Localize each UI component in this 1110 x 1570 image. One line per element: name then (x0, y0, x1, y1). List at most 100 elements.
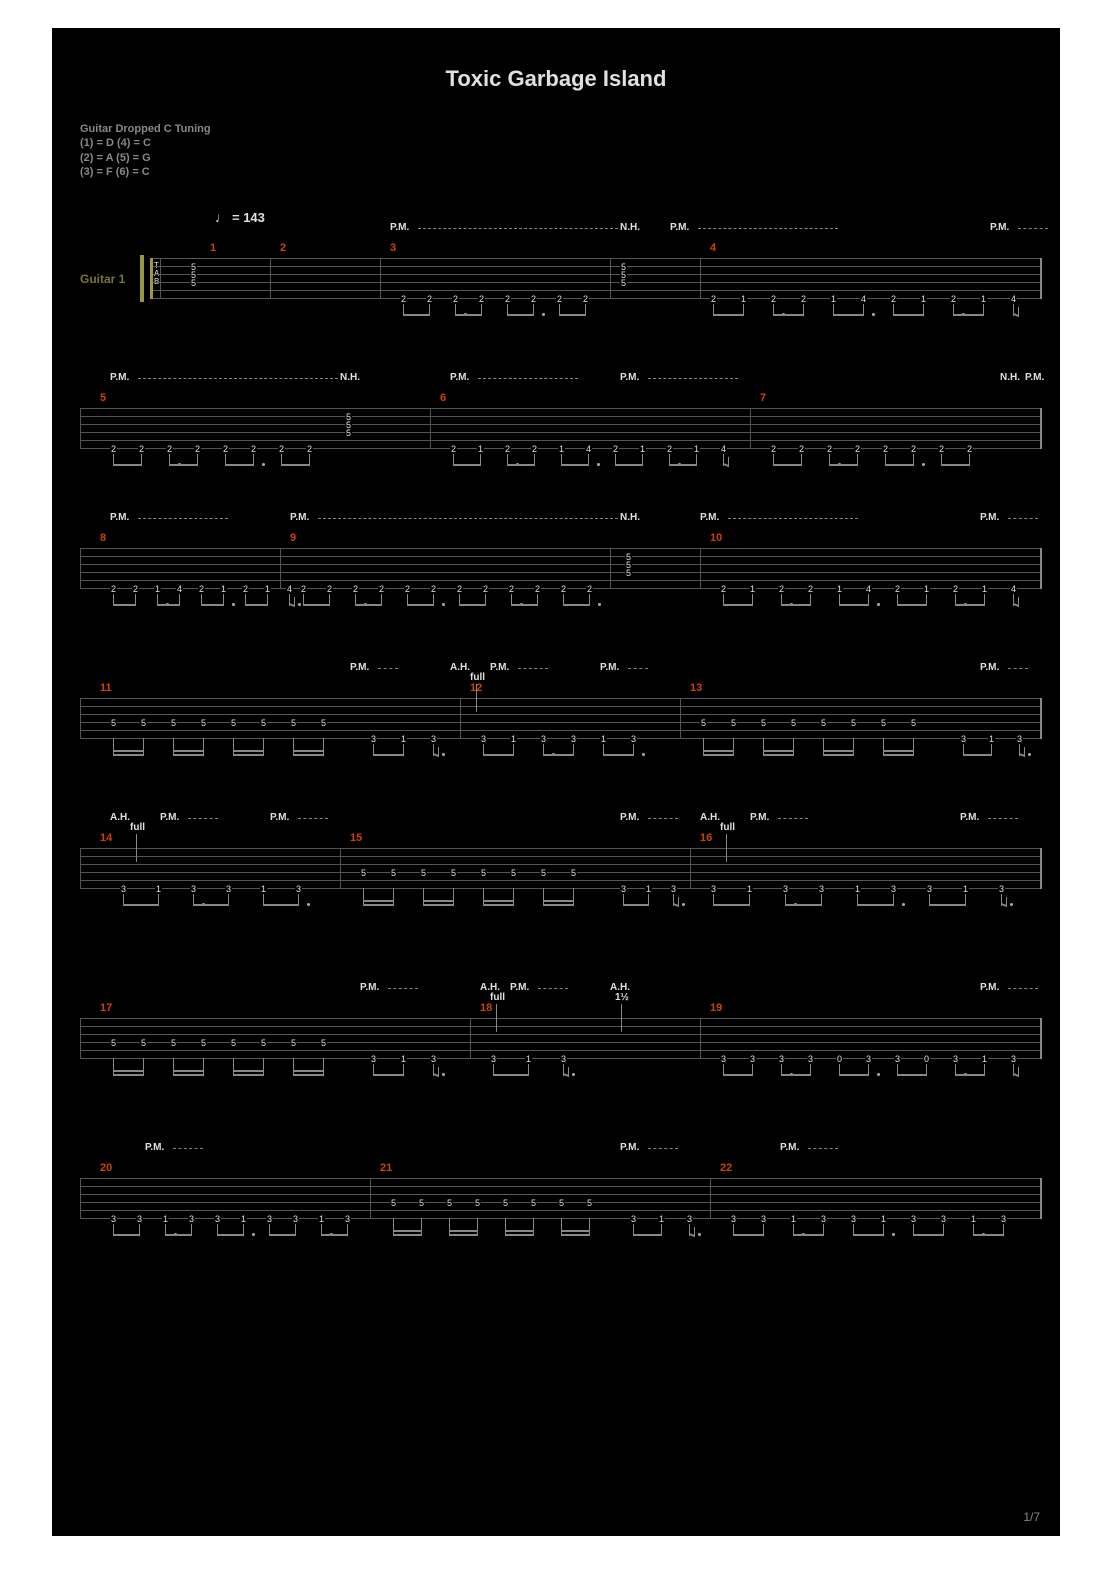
tab-note: 3 (670, 884, 677, 894)
tab-note: 2 (966, 444, 973, 454)
tab-note: 5 (502, 1198, 509, 1208)
bend-marking: full (720, 822, 735, 833)
note-stem (203, 738, 204, 756)
tab-note: 5 (790, 718, 797, 728)
note-flag (433, 1065, 439, 1077)
note-beam (483, 754, 513, 756)
rhythm-dot (642, 753, 645, 756)
note-beam (113, 604, 135, 606)
staff-line (80, 440, 1040, 441)
note-beam (773, 464, 801, 466)
barline (340, 848, 341, 889)
staff-line (80, 1050, 1040, 1051)
note-beam (173, 754, 203, 756)
note-beam (157, 604, 179, 606)
tab-note: 1 (920, 294, 927, 304)
tab-note: 3 (778, 1054, 785, 1064)
note-beam (293, 754, 323, 756)
note-beam (929, 904, 965, 906)
note-beam (505, 1230, 533, 1232)
note-beam (885, 464, 913, 466)
note-stem (263, 738, 264, 756)
tuning-title: Guitar Dropped C Tuning (80, 122, 1060, 136)
measure-number: 7 (760, 392, 766, 404)
tab-note: 1 (981, 584, 988, 594)
staff-line (80, 1194, 1040, 1195)
tab-note: 2 (504, 294, 511, 304)
barline (80, 1018, 81, 1059)
tab-note: 3 (820, 1214, 827, 1224)
technique-dash (388, 988, 418, 989)
note-stem (203, 1058, 204, 1076)
note-stem (793, 738, 794, 756)
tab-note: 2 (952, 584, 959, 594)
technique-dash (378, 668, 398, 669)
tab-note: 3 (214, 1214, 221, 1224)
technique-dash (138, 518, 228, 519)
note-beam (883, 750, 913, 752)
tab-note: 2 (242, 584, 249, 594)
tab-staff: Guitar 1= 143TAB1234P.M.N.H.P.M.P.M.5555… (80, 258, 1040, 300)
tab-note: 2 (770, 294, 777, 304)
note-beam (955, 604, 984, 606)
tab-note: 2 (807, 584, 814, 594)
bend-arrow (136, 834, 137, 862)
tab-note: 5 (450, 868, 457, 878)
tab-note: 1 (988, 734, 995, 744)
tab-note: 3 (120, 884, 127, 894)
measure-number: 21 (380, 1162, 392, 1174)
tab-note: 5 (530, 1198, 537, 1208)
bend-arrow (621, 1004, 622, 1032)
tab-note: 3 (190, 884, 197, 894)
note-beam (493, 1074, 528, 1076)
measure-number: 16 (700, 832, 712, 844)
note-beam (963, 754, 991, 756)
tab-note: 3 (490, 1054, 497, 1064)
note-beam (941, 464, 969, 466)
rhythm-dot (1028, 753, 1031, 756)
measure-number: 9 (290, 532, 296, 544)
technique-marking: P.M. (510, 982, 529, 993)
bend-arrow (726, 834, 727, 862)
tab-note: 5 (760, 718, 767, 728)
note-beam (839, 1074, 868, 1076)
technique-dash (298, 818, 328, 819)
note-beam (793, 1234, 823, 1236)
measure-number: 13 (690, 682, 702, 694)
bend-arrow (496, 1004, 497, 1032)
note-stem (323, 1058, 324, 1076)
note-beam (407, 604, 433, 606)
tab-note: 1 (400, 734, 407, 744)
tab-note: 5 (586, 1198, 593, 1208)
note-beam (511, 604, 537, 606)
note-beam (269, 1234, 295, 1236)
rhythm-dot (598, 603, 601, 606)
tab-note: 3 (570, 734, 577, 744)
staff-line (80, 722, 1040, 723)
bend-marking: full (130, 822, 145, 833)
technique-marking: N.H. (620, 512, 640, 523)
tab-note: 1 (240, 1214, 247, 1224)
note-beam (113, 1074, 143, 1076)
technique-dash (728, 518, 858, 519)
tab-note: 3 (630, 734, 637, 744)
note-flag (563, 1065, 569, 1077)
staff-line (80, 1210, 1040, 1211)
tab-note: 5 (540, 868, 547, 878)
tab-note: 1 (600, 734, 607, 744)
note-stem (533, 1218, 534, 1236)
staff-line (80, 738, 1040, 739)
tab-note: 5 (200, 1038, 207, 1048)
note-beam (123, 904, 158, 906)
rhythm-dot (1010, 903, 1013, 906)
note-beam (507, 314, 533, 316)
tab-note: 4 (176, 584, 183, 594)
staff-line (80, 548, 1040, 549)
tab-note: 2 (556, 294, 563, 304)
tab-note: 3 (188, 1214, 195, 1224)
tab-note: 2 (530, 294, 537, 304)
barline (1040, 1018, 1042, 1059)
technique-marking: P.M. (670, 222, 689, 233)
technique-marking: P.M. (390, 222, 409, 233)
tab-note: 2 (352, 584, 359, 594)
